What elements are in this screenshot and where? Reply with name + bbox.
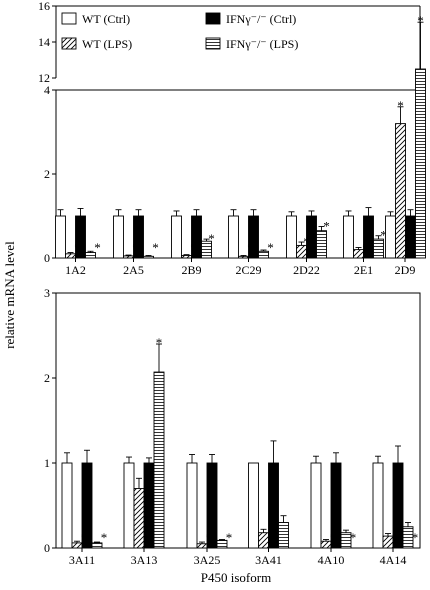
bar-ifn-lps-3a13 bbox=[153, 371, 165, 549]
bar-ifn-lps-2d9 bbox=[415, 68, 426, 259]
x-tick-label: 3A11 bbox=[69, 553, 95, 567]
x-axis-label: P450 isoform bbox=[201, 570, 271, 585]
significance-marker: * bbox=[417, 13, 424, 28]
y-tick-label: 12 bbox=[38, 71, 50, 85]
bar-ifn-ctrl-2d9 bbox=[405, 215, 416, 259]
significance-marker: * bbox=[152, 240, 159, 255]
significance-marker: * bbox=[350, 530, 357, 545]
y-tick-label: 4 bbox=[44, 83, 50, 97]
bar-ifn-ctrl-3a13 bbox=[143, 462, 155, 549]
significance-marker: * bbox=[380, 228, 387, 243]
y-axis-label: relative mRNA level bbox=[2, 241, 17, 349]
x-tick-label: 3A41 bbox=[255, 553, 282, 567]
bar-ifn-ctrl-2d22 bbox=[306, 215, 317, 259]
y-tick-label: 16 bbox=[38, 0, 50, 13]
x-tick-label: 3A25 bbox=[194, 553, 221, 567]
bar-ifn-ctrl-2b9 bbox=[191, 215, 202, 259]
x-tick-label: 2B9 bbox=[181, 263, 201, 277]
legend: WT (Ctrl) IFNγ⁻/⁻ (Ctrl) WT (LPS) IFNγ⁻/⁻ (… bbox=[61, 12, 298, 51]
legend-label: WT (Ctrl) bbox=[82, 12, 130, 26]
x-tick-label: 4A14 bbox=[380, 553, 407, 567]
bar-wt-ctrl-3a25 bbox=[186, 462, 198, 549]
x-tick-label: 2D22 bbox=[293, 263, 320, 277]
bar-wt-ctrl-2c29 bbox=[228, 215, 239, 259]
x-tick-label: 3A13 bbox=[131, 553, 158, 567]
legend-label: WT (LPS) bbox=[82, 37, 132, 51]
legend-label: IFNγ⁻/⁻ (Ctrl) bbox=[226, 12, 296, 26]
bar-wt-ctrl-2d9 bbox=[385, 215, 396, 259]
y-tick-label: 3 bbox=[44, 286, 50, 300]
bar-wt-lps-2b9 bbox=[181, 255, 192, 259]
bar-wt-ctrl-2a5 bbox=[113, 215, 124, 259]
bar-ifn-lps-2a5 bbox=[143, 255, 154, 259]
y-tick-label: 0 bbox=[44, 541, 50, 555]
y-tick-label: 2 bbox=[44, 167, 50, 181]
bar-ifn-ctrl-2e1 bbox=[363, 215, 374, 259]
significance-marker: * bbox=[267, 240, 274, 255]
bar-ifn-lps-3a41 bbox=[278, 522, 289, 549]
bar-ifn-ctrl-2a5 bbox=[133, 215, 144, 259]
significance-marker: * bbox=[397, 98, 404, 113]
x-tick-label: 2E1 bbox=[354, 263, 373, 277]
bar-wt-ctrl-3a11 bbox=[61, 462, 73, 549]
bar-wt-lps-2d9 bbox=[395, 123, 406, 259]
bar-wt-ctrl-1a2 bbox=[55, 215, 66, 259]
bar-ifn-ctrl-3a25 bbox=[206, 462, 218, 549]
bar-wt-ctrl-4a10 bbox=[310, 462, 322, 549]
bar-wt-ctrl-2e1 bbox=[343, 215, 354, 259]
y-tick-label: 0 bbox=[44, 251, 50, 265]
bar-wt-ctrl-2b9 bbox=[171, 215, 182, 259]
bar-ifn-lps-2d22 bbox=[316, 230, 327, 259]
bar-ifn-ctrl-3a41 bbox=[268, 462, 279, 549]
legend-swatch-ifn-lps bbox=[205, 37, 221, 50]
bar-ifn-ctrl-3a11 bbox=[81, 462, 93, 549]
top-panel: 024121416**1A2**2A5**2B9**2C29**2D22**2E… bbox=[38, 0, 426, 277]
bar-wt-lps-2a5 bbox=[123, 255, 134, 259]
y-tick-label: 14 bbox=[38, 35, 50, 49]
significance-marker: * bbox=[101, 530, 108, 545]
significance-marker: * bbox=[156, 335, 163, 350]
x-tick-label: 2D9 bbox=[395, 263, 416, 277]
significance-marker: * bbox=[412, 530, 419, 545]
x-tick-label: 4A10 bbox=[318, 553, 345, 567]
x-tick-label: 2C29 bbox=[235, 263, 261, 277]
bar-wt-lps-3a13 bbox=[133, 488, 145, 549]
legend-label: IFNγ⁻/⁻ (LPS) bbox=[226, 37, 298, 51]
bar-wt-ctrl-3a41 bbox=[248, 462, 259, 549]
bottom-frame bbox=[55, 292, 421, 549]
legend-swatch-wt-ctrl bbox=[61, 12, 77, 25]
bar-ifn-ctrl-1a2 bbox=[75, 215, 86, 259]
significance-marker: * bbox=[208, 231, 215, 246]
legend-swatch-ifn-ctrl bbox=[205, 12, 221, 25]
bar-ifn-ctrl-2c29 bbox=[248, 215, 259, 259]
bar-wt-ctrl-3a13 bbox=[123, 462, 135, 549]
bar-ifn-ctrl-4a14 bbox=[392, 462, 404, 549]
y-tick-label: 1 bbox=[44, 456, 50, 470]
bar-wt-ctrl-2d22 bbox=[286, 215, 297, 259]
significance-marker: * bbox=[323, 219, 330, 234]
bar-wt-ctrl-4a14 bbox=[372, 462, 384, 549]
bar-wt-lps-2c29 bbox=[238, 255, 249, 259]
x-tick-label: 2A5 bbox=[123, 263, 144, 277]
x-tick-label: 1A2 bbox=[65, 263, 86, 277]
significance-marker: * bbox=[94, 240, 101, 255]
legend-swatch-wt-lps bbox=[61, 37, 77, 50]
significance-marker: * bbox=[226, 530, 233, 545]
y-tick-label: 2 bbox=[44, 371, 50, 385]
bar-ifn-ctrl-4a10 bbox=[330, 462, 342, 549]
